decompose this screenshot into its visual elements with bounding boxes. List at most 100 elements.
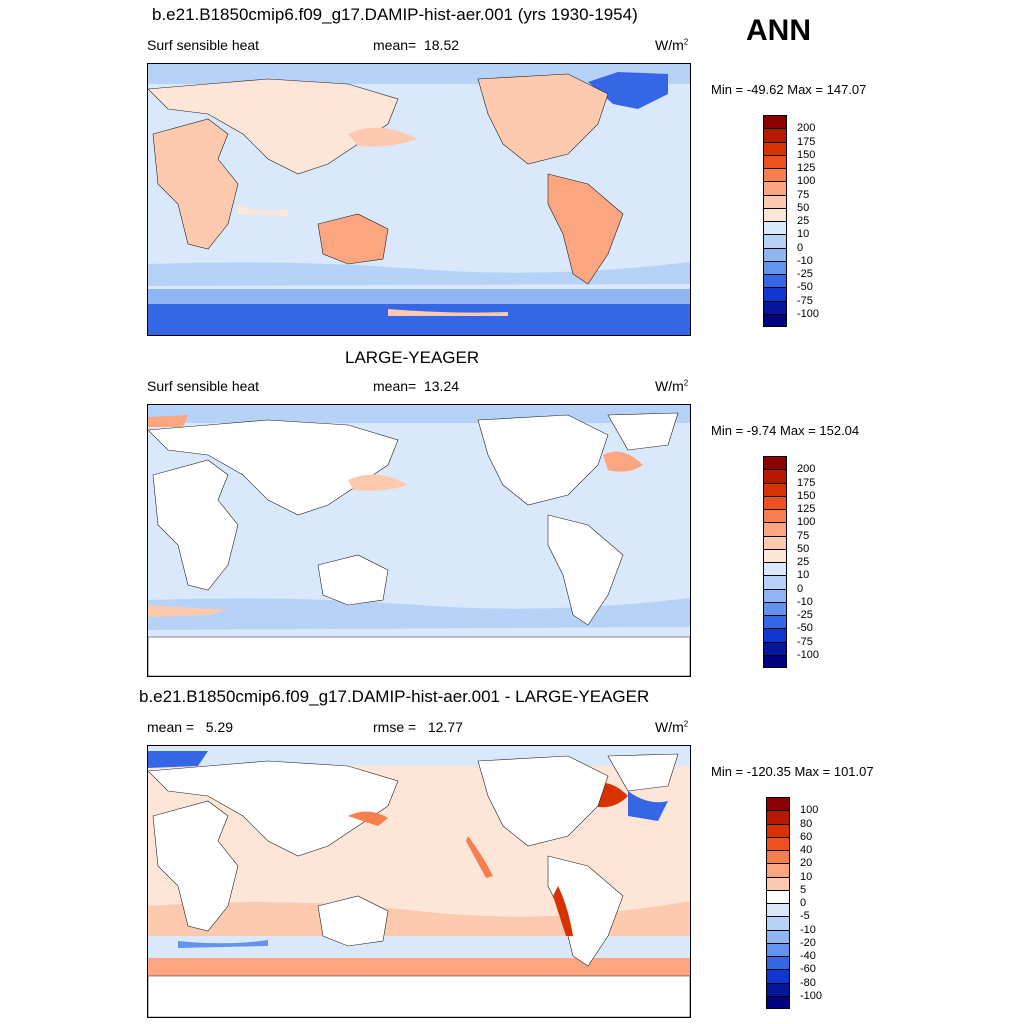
panel1-variable: Surf sensible heat <box>147 37 260 53</box>
colorbar-swatch <box>763 221 787 235</box>
colorbar-tick-label: 125 <box>797 503 816 515</box>
panel2-title: LARGE-YEAGER <box>345 348 480 367</box>
colorbar-swatch <box>763 562 787 576</box>
colorbar-tick-label: 80 <box>800 817 813 830</box>
panel3-mean-value: 5.29 <box>205 719 234 735</box>
season-label: ANN <box>746 14 811 47</box>
colorbar-tick-label: -100 <box>797 648 820 661</box>
colorbar-tick-label: 40 <box>800 844 813 856</box>
colorbar-tick-label: -40 <box>800 950 816 962</box>
colorbar-tick-label: 150 <box>797 489 816 502</box>
colorbar-tick-label: 10 <box>797 569 810 582</box>
colorbar-swatch <box>766 982 790 996</box>
colorbar-swatch <box>763 274 787 288</box>
colorbar-tick-label: 5 <box>800 883 807 896</box>
colorbar-tick-label: 0 <box>797 241 804 254</box>
colorbar-swatch <box>763 588 787 602</box>
colorbar-swatch <box>766 929 790 943</box>
colorbar-tick-label: -100 <box>797 307 820 320</box>
panel3-map <box>147 745 691 1018</box>
panel2-units: W/m2 <box>655 378 689 394</box>
colorbar-tick-label: 0 <box>797 582 804 595</box>
panel1-title: b.e21.B1850cmip6.f09_g17.DAMIP-hist-aer.… <box>152 5 638 24</box>
colorbar-swatch <box>766 836 790 850</box>
colorbar-tick-label: -10 <box>797 595 813 608</box>
colorbar-tick-label: 100 <box>797 175 816 188</box>
colorbar-swatch <box>766 823 790 837</box>
panel1-mean-label: mean= <box>373 37 417 53</box>
colorbar-swatch <box>763 115 787 129</box>
colorbar-tick-label: 150 <box>797 148 816 161</box>
colorbar-swatch <box>766 956 790 970</box>
panel3-title: b.e21.B1850cmip6.f09_g17.DAMIP-hist-aer.… <box>139 687 650 706</box>
colorbar-swatch <box>763 628 787 642</box>
colorbar-swatch <box>763 456 787 470</box>
panel2-map <box>147 404 691 677</box>
colorbar-swatch <box>763 641 787 655</box>
colorbar-tick-label: 10 <box>800 870 813 883</box>
colorbar-tick-label: 50 <box>797 542 810 555</box>
colorbar-tick-label: -10 <box>797 254 813 267</box>
colorbar-tick-label: -25 <box>797 268 813 280</box>
colorbar-tick-label: 0 <box>800 897 807 909</box>
colorbar-tick-label: -10 <box>800 923 816 936</box>
colorbar-swatch <box>766 889 790 903</box>
colorbar-swatch <box>763 548 787 562</box>
colorbar-swatch <box>763 495 787 509</box>
colorbar-swatch <box>766 876 790 890</box>
colorbar-tick-label: 25 <box>797 215 810 227</box>
colorbar-swatch <box>766 916 790 930</box>
colorbar-tick-label: -75 <box>797 635 813 648</box>
colorbar-swatch <box>763 154 787 168</box>
panel1-colorbar <box>763 115 789 327</box>
colorbar-swatch <box>763 128 787 142</box>
colorbar-swatch <box>763 469 787 483</box>
panel1-mean-value: 18.52 <box>423 37 460 53</box>
colorbar-swatch <box>763 615 787 629</box>
panel2-variable: Surf sensible heat <box>147 378 260 394</box>
panel3-rmse-label: rmse = <box>373 719 417 735</box>
colorbar-tick-label: 175 <box>797 476 816 489</box>
colorbar-tick-label: -50 <box>797 281 813 294</box>
colorbar-tick-label: -50 <box>797 622 813 635</box>
colorbar-swatch <box>763 601 787 615</box>
colorbar-tick-label: -60 <box>800 963 816 976</box>
colorbar-swatch <box>763 287 787 301</box>
colorbar-tick-label: -5 <box>800 910 810 923</box>
colorbar-swatch <box>763 313 787 327</box>
panel3-units: W/m2 <box>655 719 689 735</box>
panel2-mean-value: 13.24 <box>423 378 460 394</box>
colorbar-swatch <box>763 247 787 261</box>
colorbar-swatch <box>763 141 787 155</box>
colorbar-swatch <box>766 863 790 877</box>
colorbar-swatch <box>766 942 790 956</box>
panel2-colorbar <box>763 456 789 668</box>
colorbar-tick-label: 100 <box>800 804 819 817</box>
colorbar-tick-label: 75 <box>797 188 810 201</box>
panel2-mean: mean= 13.24 <box>373 378 459 394</box>
panel2-mean-label: mean= <box>373 378 417 394</box>
colorbar-tick-label: 10 <box>797 228 810 241</box>
colorbar-swatch <box>766 810 790 824</box>
colorbar-swatch <box>766 969 790 983</box>
colorbar-tick-label: -80 <box>800 976 816 989</box>
colorbar-swatch <box>763 509 787 523</box>
panel1-mean: mean= 18.52 <box>373 37 459 53</box>
colorbar-swatch <box>763 575 787 589</box>
colorbar-tick-label: 200 <box>797 463 816 476</box>
colorbar-swatch <box>763 300 787 314</box>
colorbar-tick-label: 50 <box>797 201 810 214</box>
panel1-units: W/m2 <box>655 37 689 53</box>
colorbar-swatch <box>763 194 787 208</box>
colorbar-tick-label: 200 <box>797 122 816 135</box>
colorbar-swatch <box>763 181 787 195</box>
panel1-minmax: Min = -49.62 Max = 147.07 <box>711 82 867 97</box>
colorbar-tick-label: -75 <box>797 294 813 307</box>
colorbar-swatch <box>763 234 787 248</box>
colorbar-swatch <box>763 482 787 496</box>
colorbar-swatch <box>766 995 790 1009</box>
panel3-mean: mean = 5.29 <box>147 719 233 735</box>
colorbar-tick-label: -100 <box>800 989 823 1002</box>
panel3-mean-label: mean = <box>147 719 195 735</box>
colorbar-swatch <box>763 168 787 182</box>
